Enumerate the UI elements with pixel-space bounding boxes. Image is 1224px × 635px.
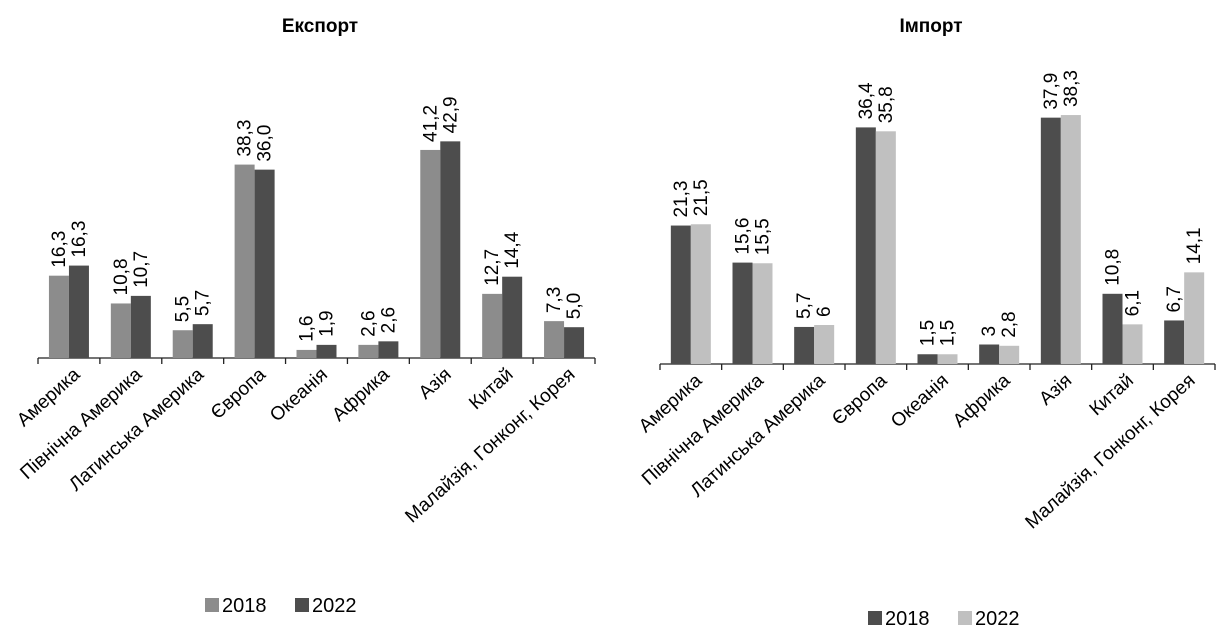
bar-2018	[1102, 293, 1123, 364]
legend-swatch-2018	[868, 611, 882, 625]
bar-2022	[1122, 324, 1143, 364]
data-label: 16,3	[49, 231, 70, 268]
chart-title: Імпорт	[899, 16, 962, 37]
bar-2022	[937, 354, 958, 364]
legend-label: 2022	[975, 608, 1020, 630]
data-label: 1,9	[317, 310, 338, 336]
bar-2022	[564, 327, 585, 358]
data-label: 37,9	[1041, 73, 1062, 110]
bar-2022	[1060, 115, 1081, 364]
bar-2022	[1184, 272, 1205, 364]
data-label: 35,8	[876, 86, 897, 123]
data-label: 41,2	[420, 105, 441, 142]
category-label: Азія	[1035, 370, 1076, 410]
data-label: 6,1	[1123, 290, 1144, 316]
bar-2022	[254, 169, 275, 358]
data-label: 15,6	[733, 218, 754, 255]
bar-2018	[979, 344, 1000, 364]
bar-2022	[192, 324, 213, 358]
legend-swatch-2018	[205, 598, 219, 612]
data-label: 15,5	[753, 218, 774, 255]
data-label: 21,3	[671, 181, 692, 218]
bar-2018	[1164, 320, 1185, 364]
bar-2022	[68, 265, 89, 358]
bar-2022	[875, 131, 896, 364]
data-label: 7,3	[544, 287, 565, 313]
legend-label: 2018	[222, 595, 267, 617]
data-label: 38,3	[235, 120, 256, 157]
category-label: Китай	[465, 364, 517, 414]
bar-2018	[48, 275, 69, 358]
legend-label: 2018	[885, 608, 930, 630]
bar-2022	[814, 325, 835, 364]
bar-2022	[440, 141, 461, 358]
category-label: Африка	[328, 364, 394, 426]
bar-2022	[130, 295, 151, 358]
bar-2018	[358, 344, 379, 358]
bar-2018	[1040, 117, 1061, 365]
bar-2018	[917, 354, 938, 364]
data-label: 2,6	[358, 310, 379, 336]
data-label: 5,7	[794, 293, 815, 319]
data-label: 5,0	[564, 293, 585, 319]
data-label: 36,0	[255, 125, 276, 162]
data-label: 10,8	[111, 258, 132, 295]
bar-2022	[999, 345, 1020, 364]
data-label: 10,8	[1103, 249, 1124, 286]
bar-2022	[752, 263, 773, 364]
legend-swatch-2022	[958, 611, 972, 625]
bar-2018	[482, 293, 503, 358]
category-label: Океанія	[266, 364, 332, 426]
data-label: 1,5	[938, 320, 959, 346]
data-label: 36,4	[856, 82, 877, 119]
bar-2018	[544, 321, 565, 358]
data-label: 12,7	[482, 249, 503, 286]
data-label: 14,1	[1184, 227, 1205, 264]
data-label: 5,7	[193, 290, 214, 316]
category-label: Європа	[828, 370, 891, 430]
data-label: 1,5	[918, 320, 939, 346]
data-label: 5,5	[173, 296, 194, 322]
data-label: 42,9	[440, 96, 461, 133]
data-label: 38,3	[1061, 70, 1082, 107]
legend-swatch-2022	[295, 598, 309, 612]
bar-2022	[502, 276, 523, 358]
data-label: 2,6	[378, 307, 399, 333]
bar-2018	[234, 164, 255, 358]
bar-2018	[794, 326, 815, 364]
bar-2018	[670, 225, 691, 364]
category-label: Китай	[1086, 370, 1138, 420]
chart-title: Експорт	[282, 16, 358, 37]
bar-2018	[172, 330, 193, 358]
data-label: 3	[979, 326, 1000, 337]
bar-2018	[296, 349, 317, 358]
bar-2018	[855, 127, 876, 365]
category-label: Океанія	[887, 370, 953, 432]
data-label: 2,8	[999, 311, 1020, 337]
data-label: 21,5	[691, 179, 712, 216]
data-label: 16,3	[69, 221, 90, 258]
bar-2018	[110, 303, 131, 358]
bar-2018	[732, 262, 753, 364]
bar-2022	[316, 344, 337, 358]
bar-2022	[378, 341, 399, 358]
category-label: Азія	[415, 364, 456, 404]
category-label: Африка	[949, 370, 1015, 432]
data-label: 1,6	[297, 315, 318, 341]
data-label: 14,4	[502, 231, 523, 268]
data-label: 10,7	[131, 251, 152, 288]
data-label: 6,7	[1164, 286, 1185, 312]
category-label: Європа	[207, 364, 270, 424]
data-label: 6	[814, 306, 835, 317]
bar-2022	[690, 224, 711, 364]
bar-2018	[420, 149, 441, 358]
legend-label: 2022	[312, 595, 357, 617]
